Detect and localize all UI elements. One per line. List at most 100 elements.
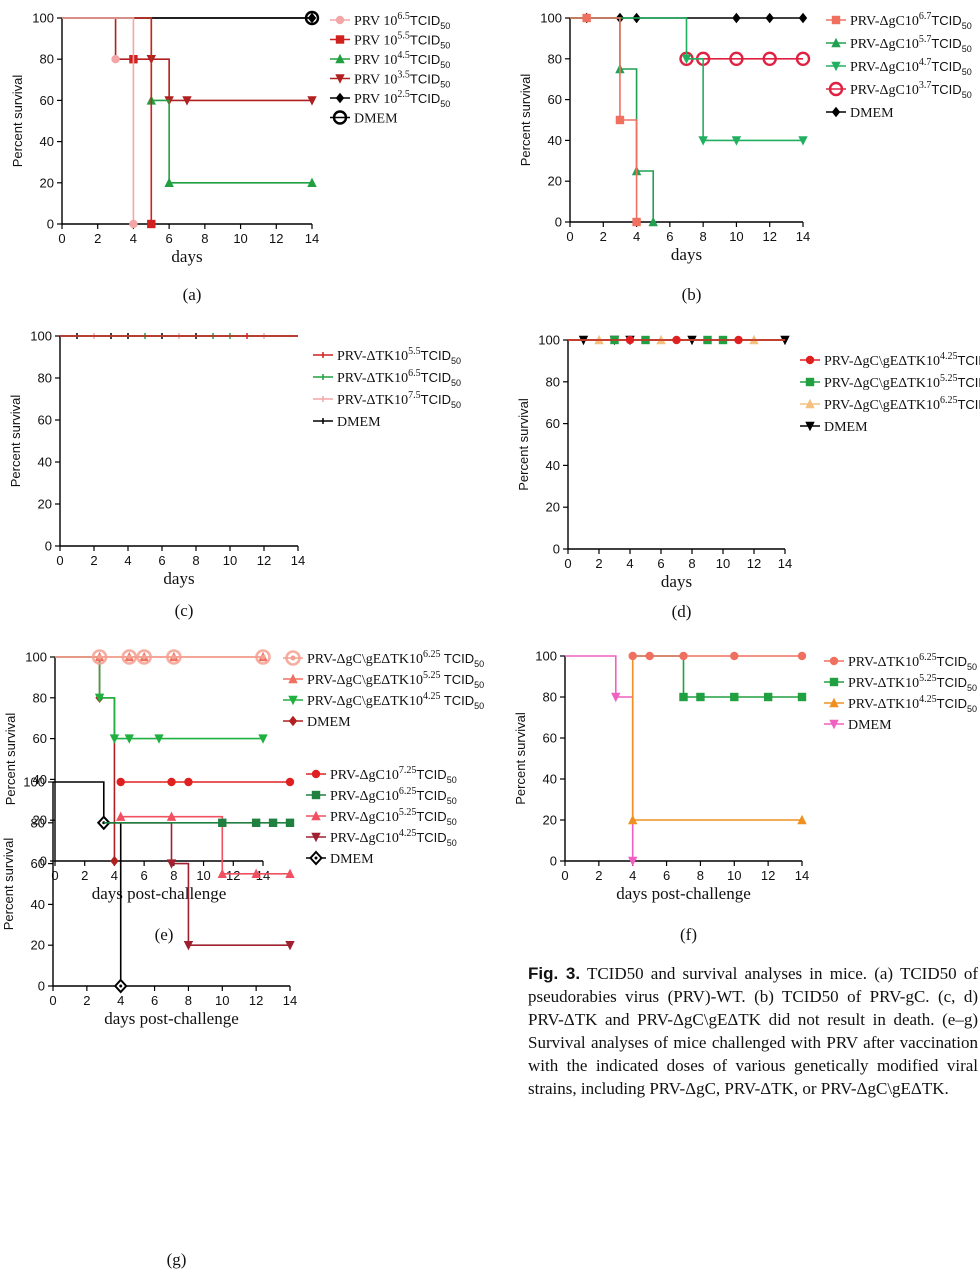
x-tick-label-6-2: 4 — [117, 993, 124, 1008]
data-point-4-2-1 — [109, 734, 120, 744]
y-tick-label-0-4: 80 — [40, 52, 54, 67]
y-axis-label-5: Percent survival — [513, 712, 528, 805]
data-point-4-2-4 — [258, 734, 268, 744]
legend-label-2-3: DMEM — [337, 415, 381, 430]
panel-label-4: (e) — [155, 925, 174, 944]
y-tick-label-2-1: 20 — [38, 497, 52, 512]
x-tick-label-4-7: 14 — [256, 868, 270, 883]
legend-marker-3-3 — [805, 421, 815, 432]
y-tick-label-5-2: 40 — [543, 772, 557, 787]
series-line-1-2 — [570, 17, 803, 142]
data-point-6-3-1 — [183, 941, 194, 951]
legend-label-1-3: PRV-ΔgC103.7TCID50 — [850, 80, 972, 100]
data-point-1-4-4 — [765, 12, 774, 24]
x-axis-label-3: days — [661, 572, 692, 591]
x-tick-label-3-7: 14 — [778, 556, 792, 571]
x-tick-label-2-7: 14 — [291, 553, 305, 568]
x-tick-label-6-1: 2 — [83, 993, 90, 1008]
x-tick-label-2-3: 6 — [158, 553, 165, 568]
legend-label-0-2: PRV 104.5TCID50 — [354, 50, 450, 70]
x-axis-label-1: days — [671, 245, 702, 264]
chart-panel-0: 0 20 40 60 80 100 0 2 4 6 8 10 12 14 Percent survival d… — [10, 11, 450, 305]
legend-label-6-1: PRV-ΔgC106.25TCID50 — [330, 786, 457, 806]
x-tick-label-3-0: 0 — [564, 556, 571, 571]
series-line-4-3 — [55, 656, 116, 861]
chart-panel-1: 0 20 40 60 80 100 0 2 4 6 8 10 12 14 Percent survival d… — [518, 11, 972, 305]
x-tick-label-3-6: 12 — [747, 556, 761, 571]
legend-label-1-1: PRV-ΔgC105.7TCID50 — [850, 34, 972, 54]
x-tick-label-1-6: 12 — [762, 229, 776, 244]
y-tick-label-4-5: 100 — [25, 650, 47, 665]
data-point-4-2-3 — [154, 734, 164, 744]
data-point-6-2-1 — [166, 811, 177, 821]
data-point-4-3-1 — [110, 855, 119, 867]
data-point-6-1-2 — [268, 818, 278, 827]
data-point-3-0-2 — [734, 335, 743, 345]
data-point-4-0-4 — [255, 649, 271, 665]
x-tick-label-1-3: 6 — [666, 229, 673, 244]
data-point-1-0-0 — [582, 13, 591, 23]
x-tick-label-2-6: 12 — [257, 553, 271, 568]
x-tick-label-2-1: 2 — [90, 553, 97, 568]
data-point-3-0-0 — [625, 335, 635, 345]
y-tick-label-6-1: 20 — [31, 938, 45, 953]
legend-label-5-1: PRV-ΔTK105.25TCID50 — [848, 673, 977, 693]
figure-caption: Fig. 3. TCID50 and survival analyses in … — [528, 962, 978, 1100]
data-point-6-1-3 — [285, 818, 295, 827]
y-axis-label-6: Percent survival — [1, 838, 16, 931]
data-point-5-3-0 — [611, 692, 621, 703]
chart-panel-3: 0 20 40 60 80 100 0 2 4 6 8 10 12 14 Percent survival d… — [516, 333, 980, 622]
x-tick-label-5-6: 12 — [761, 868, 775, 883]
legend-label-3-3: DMEM — [824, 420, 868, 435]
y-tick-label-0-5: 100 — [32, 11, 54, 26]
data-point-5-2-1 — [797, 814, 807, 825]
legend-label-0-3: PRV 103.5TCID50 — [354, 70, 450, 90]
x-axis-label-5: days post-challenge — [616, 884, 751, 903]
data-point-0-0-1 — [129, 219, 138, 229]
data-point-5-0-0 — [628, 651, 637, 661]
y-axis-label-0: Percent survival — [10, 75, 25, 168]
x-tick-label-1-1: 2 — [600, 229, 607, 244]
y-tick-label-4-0: 0 — [40, 854, 47, 869]
y-tick-label-2-3: 60 — [38, 413, 52, 428]
data-point-1-2-3 — [798, 136, 808, 146]
y-tick-label-4-2: 40 — [33, 772, 47, 787]
data-point-1-2-0 — [681, 54, 692, 64]
x-tick-label-0-0: 0 — [58, 231, 65, 246]
legend-label-4-1: PRV-ΔgC\gEΔTK105.25 TCID50 — [307, 670, 484, 690]
x-tick-label-1-2: 4 — [633, 229, 640, 244]
x-tick-label-5-4: 8 — [697, 868, 704, 883]
legend-label-6-4: DMEM — [330, 852, 374, 867]
x-tick-label-2-5: 10 — [223, 553, 237, 568]
legend-label-0-0: PRV 106.5TCID50 — [354, 11, 450, 31]
x-tick-label-4-6: 12 — [226, 868, 240, 883]
legend-marker-3-1 — [805, 377, 815, 387]
data-point-5-0-1 — [645, 651, 654, 661]
legend-marker-5-0 — [829, 656, 839, 666]
x-tick-label-0-2: 4 — [130, 231, 137, 246]
data-point-5-1-1 — [696, 692, 705, 702]
x-tick-label-4-0: 0 — [51, 868, 58, 883]
legend-label-5-3: DMEM — [848, 718, 892, 733]
legend-label-5-0: PRV-ΔTK106.25TCID50 — [848, 652, 977, 672]
panel-label-6: (g) — [167, 1250, 187, 1269]
data-point-0-4-0 — [307, 12, 317, 24]
panel-label-5: (f) — [680, 925, 697, 944]
data-point-1-3-2 — [729, 51, 744, 66]
y-tick-label-2-2: 40 — [38, 455, 52, 470]
x-tick-label-3-4: 8 — [688, 556, 695, 571]
x-tick-label-3-3: 6 — [657, 556, 664, 571]
legend-marker-1-1 — [831, 37, 841, 48]
x-tick-label-2-2: 4 — [124, 553, 131, 568]
data-point-1-2-1 — [698, 136, 708, 146]
data-point-1-0-1 — [615, 115, 625, 125]
data-point-1-3-3 — [762, 51, 777, 66]
x-tick-label-0-1: 2 — [94, 231, 101, 246]
x-tick-label-1-4: 8 — [700, 229, 707, 244]
legend-marker-4-2 — [288, 695, 298, 706]
legend-marker-0-3 — [335, 74, 345, 84]
x-tick-label-1-5: 10 — [729, 229, 743, 244]
data-point-4-0-0 — [91, 649, 108, 665]
legend-marker-5-3 — [829, 719, 839, 730]
